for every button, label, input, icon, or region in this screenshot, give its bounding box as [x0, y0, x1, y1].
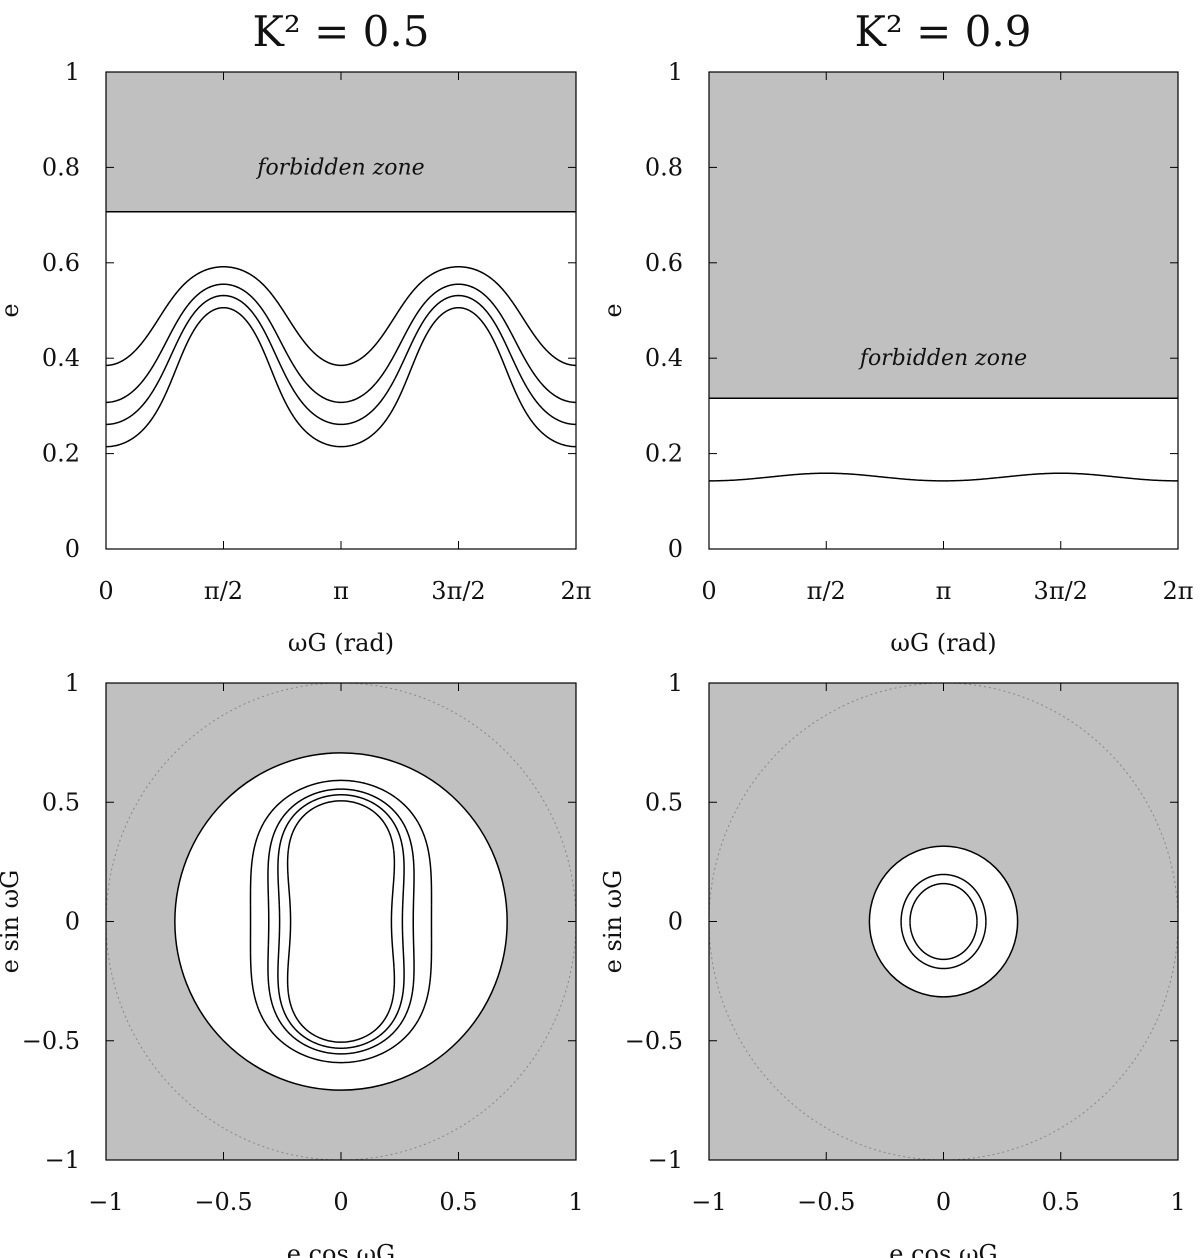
x-tick-label: 0	[333, 1188, 348, 1216]
y-tick-label: 0	[668, 908, 683, 936]
contour-line	[900, 873, 987, 970]
x-tick-label: 0	[701, 577, 716, 605]
contour-line	[106, 294, 576, 426]
x-tick-label: π/2	[807, 577, 846, 605]
y-axis-label: e	[0, 303, 24, 317]
y-tick-label: 1	[668, 58, 683, 86]
x-tick-label: 1	[1170, 1188, 1185, 1216]
y-tick-label: 0.5	[645, 788, 683, 816]
axes-3: −1 −0.5 0 0.5 1 −1 −0.5 0 0.5 1 e cos ωG e sin ωG	[599, 669, 1186, 1258]
contour-line	[249, 779, 433, 1064]
y-axis-label: e	[599, 303, 627, 317]
x-tick-label: 3π/2	[1034, 577, 1088, 605]
axes-0: 0 π/2 π 3π/2 2π 0 0.2 0.4 0.6 0.8 1 ωG (rad) e	[0, 58, 592, 657]
y-tick-label: 1	[65, 669, 80, 697]
y-tick-label: 0.8	[645, 153, 683, 181]
x-tick-label: −1	[88, 1188, 123, 1216]
contour-line	[277, 794, 405, 1049]
plot-area-bottom-right	[709, 683, 1178, 1160]
y-tick-label: 0.2	[645, 440, 683, 468]
contour-line	[709, 472, 1178, 482]
plot-area-bottom-left	[106, 683, 576, 1160]
allowed-disc	[174, 752, 508, 1091]
x-tick-label: π/2	[204, 577, 243, 605]
y-tick-label: 0	[668, 535, 683, 563]
x-tick-label: −1	[691, 1188, 726, 1216]
y-tick-label: 0.8	[42, 153, 80, 181]
forbidden-zone	[106, 72, 576, 212]
y-tick-label: 1	[65, 58, 80, 86]
x-axis-label: e cos ωG	[287, 1240, 395, 1258]
contour-line	[909, 882, 978, 961]
x-tick-label: 0	[98, 577, 113, 605]
axes-1: 0 π/2 π 3π/2 2π 0 0.2 0.4 0.6 0.8 1 ωG (rad) e	[599, 58, 1194, 657]
panels: forbidden zone 0 π/2 π 3π/2 2π 0 0.2 0.4 0.6 0.8 1 ω…	[0, 58, 1194, 1258]
forbidden-zone	[709, 72, 1178, 399]
x-tick-label: 2π	[1162, 577, 1193, 605]
x-axis-label: e cos ωG	[889, 1240, 997, 1258]
y-tick-label: −0.5	[22, 1027, 80, 1055]
y-tick-label: 0.2	[42, 440, 80, 468]
forbidden-zone-label: forbidden zone	[255, 155, 424, 180]
panel-title-left: K² = 0.5	[253, 7, 430, 56]
x-tick-label: −0.5	[797, 1188, 855, 1216]
y-axis-label: e sin ωG	[0, 870, 24, 974]
x-tick-label: −0.5	[194, 1188, 252, 1216]
x-tick-label: 1	[568, 1188, 583, 1216]
y-tick-label: 0	[65, 908, 80, 936]
x-tick-label: 2π	[560, 577, 591, 605]
contour-line	[286, 800, 396, 1043]
contour-line	[106, 306, 576, 448]
axes-2: −1 −0.5 0 0.5 1 −1 −0.5 0 0.5 1 e cos ωG e sin ωG	[0, 669, 584, 1258]
y-tick-label: 1	[668, 669, 683, 697]
x-tick-label: 0	[936, 1188, 951, 1216]
contour-line	[106, 266, 576, 367]
forbidden-zone-label: forbidden zone	[858, 346, 1027, 371]
plot-area-top-left: forbidden zone	[106, 72, 576, 448]
y-tick-label: −1	[648, 1146, 683, 1174]
contour-line	[267, 788, 415, 1055]
y-tick-label: 0.6	[645, 249, 683, 277]
x-tick-label: 0.5	[439, 1188, 477, 1216]
y-axis-label: e sin ωG	[599, 870, 627, 974]
x-axis-label: ωG (rad)	[288, 629, 394, 657]
y-tick-label: 0	[65, 535, 80, 563]
plot-area-top-right: forbidden zone	[709, 72, 1178, 482]
x-axis-label: ωG (rad)	[890, 629, 996, 657]
contour-line	[106, 283, 576, 404]
y-tick-label: 0.4	[42, 344, 80, 372]
y-tick-label: −0.5	[625, 1027, 683, 1055]
x-tick-label: 0.5	[1042, 1188, 1080, 1216]
x-tick-label: π	[333, 577, 349, 605]
allowed-disc	[868, 845, 1019, 998]
y-tick-label: 0.5	[42, 788, 80, 816]
y-tick-label: 0.4	[645, 344, 683, 372]
x-tick-label: 3π/2	[431, 577, 485, 605]
panel-title-right: K² = 0.9	[855, 7, 1032, 56]
y-tick-label: 0.6	[42, 249, 80, 277]
x-tick-label: π	[936, 577, 952, 605]
y-tick-label: −1	[45, 1146, 80, 1174]
